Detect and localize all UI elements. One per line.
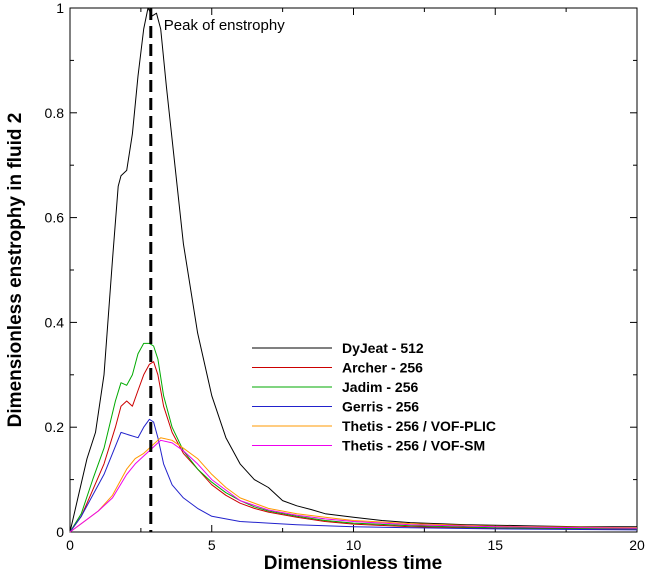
x-tick-label: 0: [66, 537, 74, 553]
tick-group: 0 5 10 15 20 0 0.2 0.4 0.6 0.8 1: [45, 0, 645, 553]
y-tick-label: 0: [56, 524, 64, 540]
legend-label: Thetis - 256 / VOF-SM: [342, 438, 485, 454]
legend: DyJeat - 512 Archer - 256 Jadim - 256 Gerri…: [252, 340, 496, 454]
y-tick-label: 0.4: [45, 314, 65, 330]
legend-label: Jadim - 256: [342, 379, 418, 395]
x-tick-label: 5: [208, 537, 216, 553]
plot-area: [69, 7, 638, 533]
peak-annotation: Peak of enstrophy: [164, 17, 285, 34]
series-line-dyjeat-512: [69, 7, 637, 533]
legend-label: Archer - 256: [342, 360, 423, 376]
y-tick-label: 1: [56, 0, 64, 16]
legend-label: DyJeat - 512: [342, 340, 424, 356]
x-tick-label: 20: [629, 537, 645, 553]
series-line-thetis-256-vof-plic: [69, 437, 638, 533]
legend-label: Gerris - 256: [342, 399, 419, 415]
y-tick-label: 0.8: [45, 105, 65, 121]
series-line-gerris-256: [69, 418, 638, 533]
y-tick-label: 0.2: [45, 419, 65, 435]
x-axis-title: Dimensionless time: [264, 553, 442, 574]
series-line-archer-256: [69, 361, 638, 533]
x-tick-label: 10: [346, 537, 362, 553]
series-line-thetis-256-vof-sm: [69, 439, 638, 533]
legend-label: Thetis - 256 / VOF-PLIC: [342, 418, 496, 434]
series-line-jadim-256: [69, 342, 638, 533]
y-axis-title: Dimensionless enstrophy in fluid 2: [5, 113, 26, 428]
series-group: [69, 7, 638, 533]
x-tick-label: 15: [487, 537, 503, 553]
y-tick-label: 0.6: [45, 210, 65, 226]
